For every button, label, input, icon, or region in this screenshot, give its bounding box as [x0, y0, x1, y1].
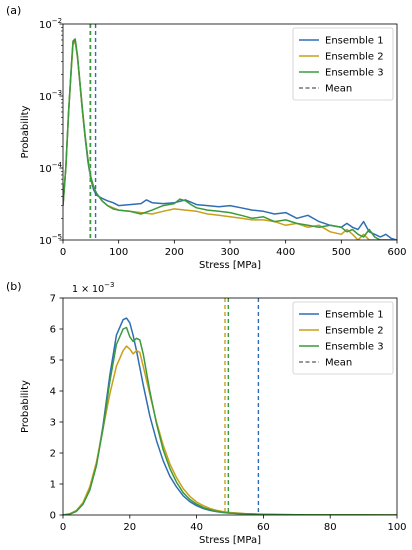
legend-label-ensemble-1: Ensemble 1 — [325, 36, 384, 47]
y-axis-label: Probability — [20, 380, 31, 433]
legend-label-mean: Mean — [325, 358, 352, 369]
y-tick-exponent: −2 — [52, 17, 62, 25]
legend-box — [292, 301, 394, 375]
y-tick-label: 4 — [50, 387, 56, 398]
x-tick-label: 0 — [60, 247, 66, 258]
y-tick-exponent: −3 — [52, 89, 62, 97]
y-tick-label: 10−2 — [39, 17, 62, 31]
legend-label-mean: Mean — [325, 84, 352, 95]
y-tick-exponent: −4 — [52, 161, 63, 169]
y-tick-label: 6 — [50, 325, 56, 336]
x-tick-label: 400 — [276, 247, 295, 258]
legend-label-ensemble-2: Ensemble 2 — [325, 326, 384, 337]
y-tick-label: 3 — [50, 418, 56, 429]
x-axis-label: Stress [MPa] — [199, 260, 261, 271]
y-tick-label: 0 — [50, 511, 56, 522]
axes-frame — [62, 297, 398, 516]
x-tick-label: 300 — [220, 247, 239, 258]
legend: Ensemble 1 Ensemble 2 Ensemble 3 Mean — [292, 301, 394, 375]
y-tick-exponent: −5 — [52, 233, 62, 241]
x-tick-label: 0 — [60, 522, 66, 533]
y-tick-label: 10−4 — [39, 161, 63, 175]
legend: Ensemble 1 Ensemble 2 Ensemble 3 Mean — [292, 27, 394, 101]
panel-label: (b) — [6, 280, 22, 293]
x-tick-label: 100 — [109, 247, 128, 258]
plot-area — [63, 24, 397, 240]
series-line-ensemble-3 — [63, 38, 397, 240]
y-axis-label: Probability — [20, 105, 31, 158]
legend-box — [292, 27, 394, 101]
x-tick-label: 40 — [190, 522, 203, 533]
y-scale-factor: 1 × 10−3 — [72, 281, 114, 295]
x-tick-label: 80 — [324, 522, 337, 533]
legend-label-ensemble-3: Ensemble 3 — [325, 68, 384, 79]
legend-label-ensemble-1: Ensemble 1 — [325, 310, 384, 321]
legend-label-ensemble-3: Ensemble 3 — [325, 342, 384, 353]
x-tick-label: 500 — [332, 247, 351, 258]
y-tick-label: 10−5 — [39, 233, 62, 247]
chart-panel-b: (b) 0 20 40 60 80 100 Stress [MPa] 0 1 2 3 4 5 6 7 1 × 1… — [6, 280, 407, 546]
x-tick-label: 100 — [387, 522, 406, 533]
x-axis-label: Stress [MPa] — [199, 535, 261, 546]
y-tick-label: 7 — [50, 294, 56, 305]
x-tick-label: 200 — [165, 247, 184, 258]
plot-area — [63, 298, 397, 515]
y-scale-exponent: −3 — [104, 281, 114, 289]
y-tick-label: 2 — [50, 449, 56, 460]
y-tick-label: 1 — [50, 480, 56, 491]
x-tick-label: 20 — [123, 522, 136, 533]
y-tick-label: 5 — [50, 356, 56, 367]
y-tick-label: 10−3 — [39, 89, 62, 103]
legend-label-ensemble-2: Ensemble 2 — [325, 52, 384, 63]
chart-panel-a: (a) 0 100 200 300 400 500 600 Stress [MPa] 10−5 10… — [6, 4, 407, 271]
x-tick-label: 60 — [257, 522, 270, 533]
series-line-ensemble-3 — [63, 326, 397, 515]
x-tick-label: 600 — [387, 247, 406, 258]
panel-label: (a) — [6, 4, 21, 17]
